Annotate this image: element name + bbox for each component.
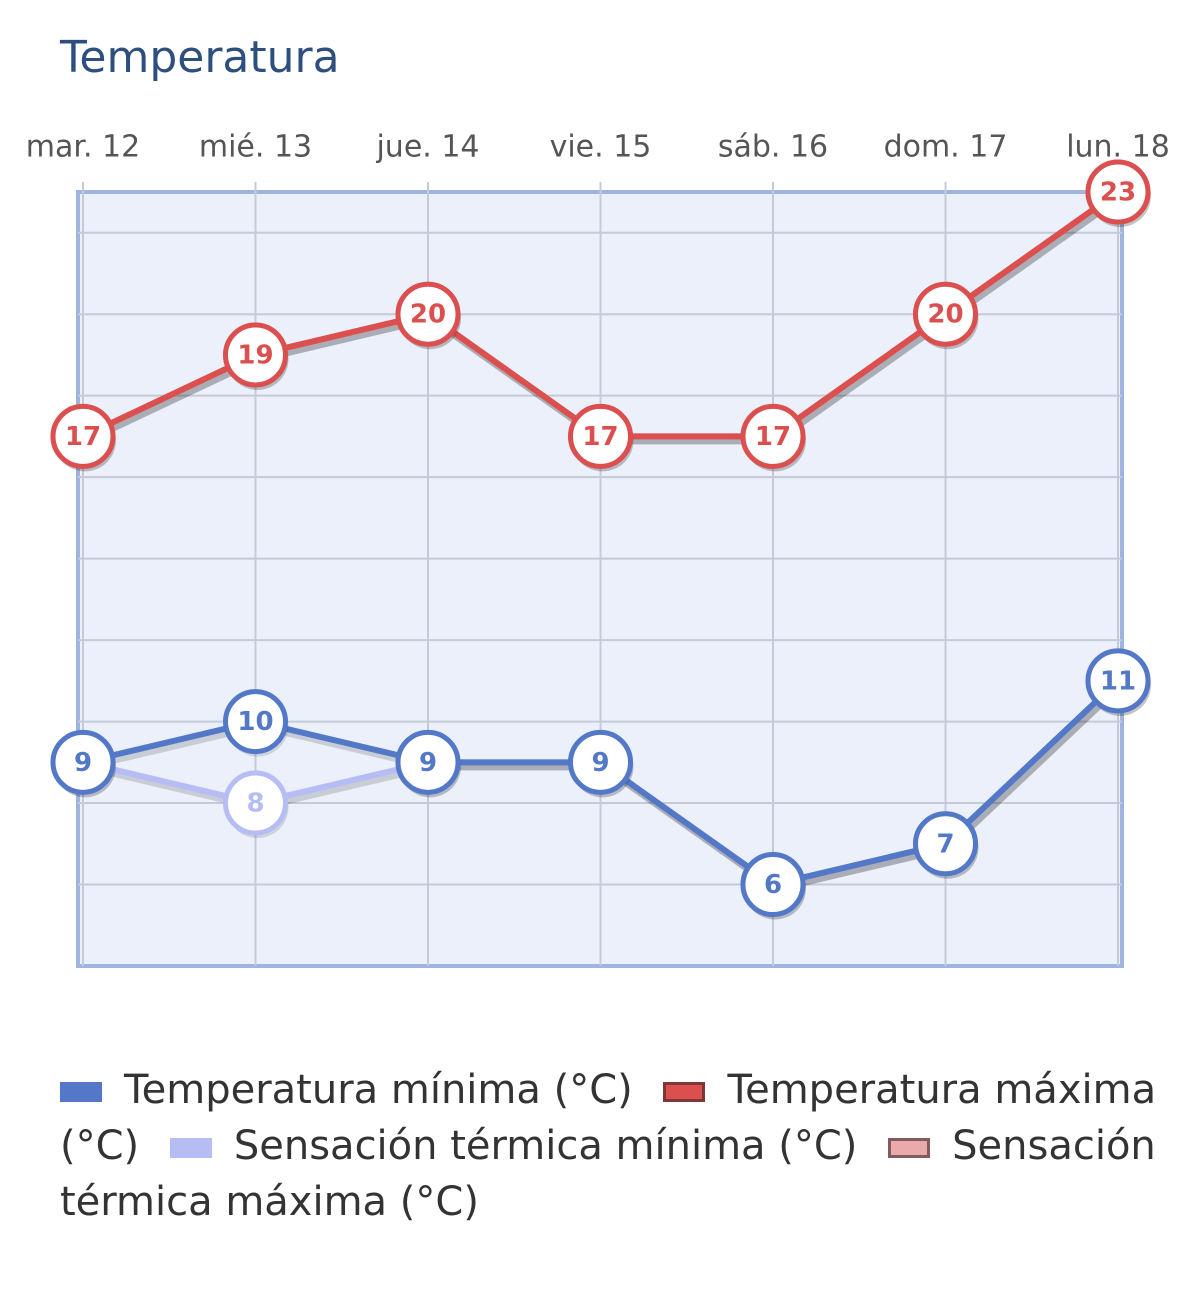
point: 9 [568, 729, 634, 798]
x-tick-label: sáb. 16 [718, 130, 828, 165]
chart: Temperatura mar. 12 mié. 13 jue. 14 vie. 15… [26, 32, 1170, 968]
point: 7 [913, 811, 979, 879]
value-label: 17 [755, 422, 791, 452]
point-marker [50, 729, 116, 795]
value-label: 7 [936, 829, 954, 859]
value-label: 11 [1100, 666, 1136, 696]
value-label: 10 [237, 707, 273, 737]
point-marker [223, 322, 288, 388]
value-label: 17 [582, 422, 618, 452]
value-label: 9 [419, 748, 437, 778]
point: 9 [395, 729, 461, 798]
point-marker [395, 281, 461, 347]
legend-item: Temperatura máxima (°C) [60, 1067, 1156, 1169]
point: 8 [223, 770, 289, 839]
point: 20 [913, 281, 979, 350]
value-label: 9 [591, 748, 609, 778]
legend-swatch [663, 1082, 706, 1102]
legend: Temperatura mínima (°C) Temperatura máxi… [60, 1062, 1190, 1230]
chart-title: Temperatura [59, 32, 340, 83]
point-marker [913, 281, 978, 347]
point: 6 [740, 852, 806, 920]
legend-item: Sensación térmica máxima (°C) [60, 1123, 1156, 1225]
point: 17 [740, 403, 806, 472]
x-tick-label: vie. 15 [550, 130, 652, 165]
point-marker [568, 403, 633, 469]
x-tick-label: dom. 17 [884, 130, 1008, 165]
point-marker [223, 770, 288, 836]
value-label: 20 [927, 300, 963, 330]
x-tick-label: jue. 14 [375, 130, 479, 165]
point-marker [395, 729, 461, 795]
point: 11 [1085, 648, 1151, 716]
point-marker [1085, 159, 1151, 225]
value-label: 19 [237, 340, 273, 370]
x-tick-label: lun. 18 [1066, 130, 1170, 165]
legend-item: Sensación térmica mínima (°C) [169, 1123, 858, 1169]
value-label: 8 [246, 789, 264, 819]
point-marker [740, 403, 806, 469]
legend-swatch [169, 1138, 212, 1158]
legend-label: Temperatura mínima (°C) [124, 1067, 633, 1113]
value-label: 17 [65, 422, 101, 452]
legend-swatch [60, 1082, 102, 1102]
value-label: 23 [1100, 178, 1136, 208]
point: 19 [223, 322, 289, 390]
legend-item: Temperatura mínima (°C) [60, 1067, 633, 1113]
point: 9 [50, 729, 116, 798]
point-marker [223, 689, 288, 755]
point-marker [913, 811, 978, 877]
point: 17 [568, 403, 634, 472]
value-label: 9 [74, 748, 92, 778]
legend-label: Temperatura máxima (°C) [60, 1067, 1157, 1169]
point-marker [1085, 648, 1151, 714]
legend-label: Sensación térmica mínima (°C) [233, 1123, 858, 1169]
legend-label: Sensación térmica máxima (°C) [60, 1123, 1156, 1225]
legend-swatch [888, 1138, 931, 1158]
x-tick-label: mar. 12 [26, 130, 140, 165]
point: 23 [1085, 159, 1151, 227]
point-marker [50, 403, 116, 469]
x-tick-label: mié. 13 [199, 130, 312, 165]
value-label: 6 [764, 870, 782, 900]
point: 17 [50, 403, 116, 472]
point-marker [740, 852, 806, 918]
point: 10 [223, 689, 289, 757]
point: 20 [395, 281, 461, 350]
point-marker [568, 729, 633, 795]
value-label: 20 [410, 300, 446, 330]
